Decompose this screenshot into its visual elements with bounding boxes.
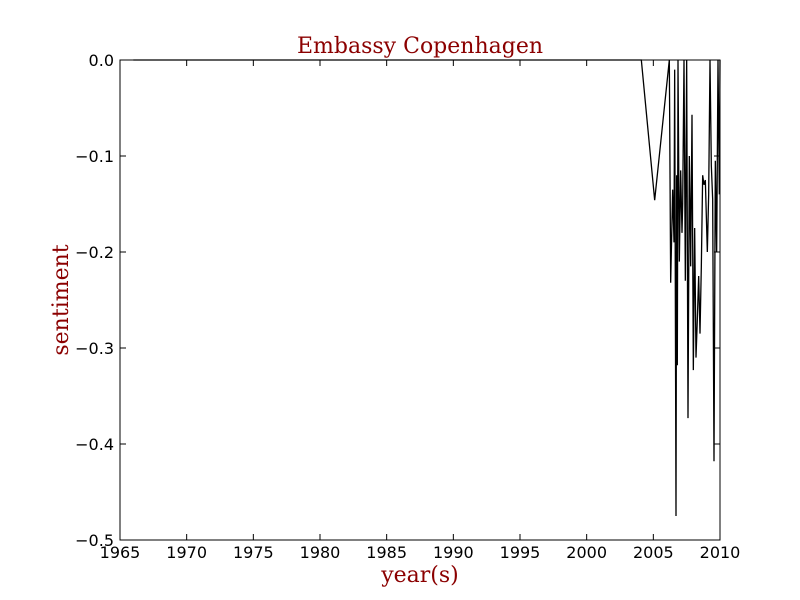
x-tick-label: 2000 [566, 543, 607, 562]
y-tick-label: 0.0 [89, 51, 114, 70]
y-tick-label: −0.5 [75, 531, 114, 550]
y-tick-label: −0.4 [75, 435, 114, 454]
plot-area [133, 59, 721, 517]
axes-frame [119, 59, 721, 541]
x-tick-label: 1990 [433, 543, 474, 562]
x-tick-label: 1970 [166, 543, 207, 562]
y-tick-label: −0.1 [75, 147, 114, 166]
x-tick-label: 1965 [100, 543, 141, 562]
x-tick-label: 1985 [366, 543, 407, 562]
chart-title: Embassy Copenhagen [297, 34, 543, 59]
axis-ticks: 1965 1970 1975 1980 1985 1990 1995 2000 2005 2010… [75, 51, 740, 562]
y-axis-label: sentiment [49, 244, 74, 355]
y-tick-label: −0.3 [75, 339, 114, 358]
x-tick-label: 1980 [300, 543, 341, 562]
x-tick-label: 2005 [633, 543, 674, 562]
x-tick-label: 2010 [700, 543, 741, 562]
x-axis-label: year(s) [380, 563, 459, 588]
x-tick-label: 1975 [233, 543, 274, 562]
sentiment-series-line-0 [133, 59, 721, 517]
y-tick-label: −0.2 [75, 243, 114, 262]
x-tick-label: 1995 [500, 543, 541, 562]
